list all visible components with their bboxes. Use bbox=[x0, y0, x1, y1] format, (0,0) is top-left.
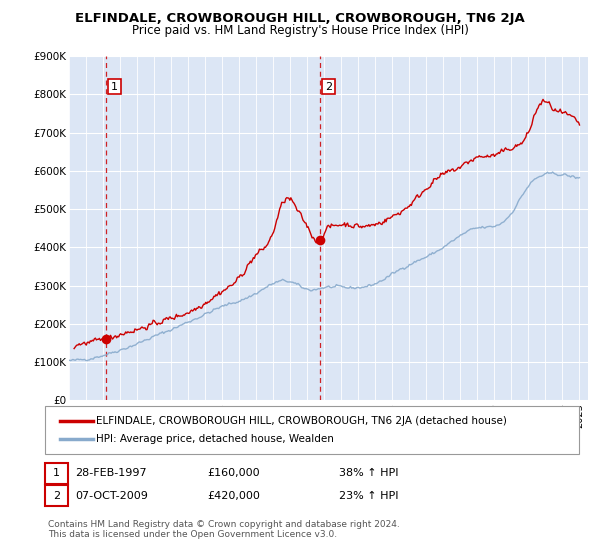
Text: £420,000: £420,000 bbox=[207, 491, 260, 501]
Text: £160,000: £160,000 bbox=[207, 468, 260, 478]
Text: 1: 1 bbox=[111, 82, 118, 92]
Text: 1: 1 bbox=[53, 468, 60, 478]
Text: ELFINDALE, CROWBOROUGH HILL, CROWBOROUGH, TN6 2JA (detached house): ELFINDALE, CROWBOROUGH HILL, CROWBOROUGH… bbox=[96, 416, 507, 426]
Text: 23% ↑ HPI: 23% ↑ HPI bbox=[339, 491, 398, 501]
Text: 2: 2 bbox=[53, 491, 60, 501]
Text: 07-OCT-2009: 07-OCT-2009 bbox=[75, 491, 148, 501]
Text: 2: 2 bbox=[325, 82, 332, 92]
Text: 28-FEB-1997: 28-FEB-1997 bbox=[75, 468, 146, 478]
Text: Contains HM Land Registry data © Crown copyright and database right 2024.
This d: Contains HM Land Registry data © Crown c… bbox=[48, 520, 400, 539]
Text: 38% ↑ HPI: 38% ↑ HPI bbox=[339, 468, 398, 478]
Text: Price paid vs. HM Land Registry's House Price Index (HPI): Price paid vs. HM Land Registry's House … bbox=[131, 24, 469, 36]
Text: HPI: Average price, detached house, Wealden: HPI: Average price, detached house, Weal… bbox=[96, 434, 334, 444]
Text: ELFINDALE, CROWBOROUGH HILL, CROWBOROUGH, TN6 2JA: ELFINDALE, CROWBOROUGH HILL, CROWBOROUGH… bbox=[75, 12, 525, 25]
